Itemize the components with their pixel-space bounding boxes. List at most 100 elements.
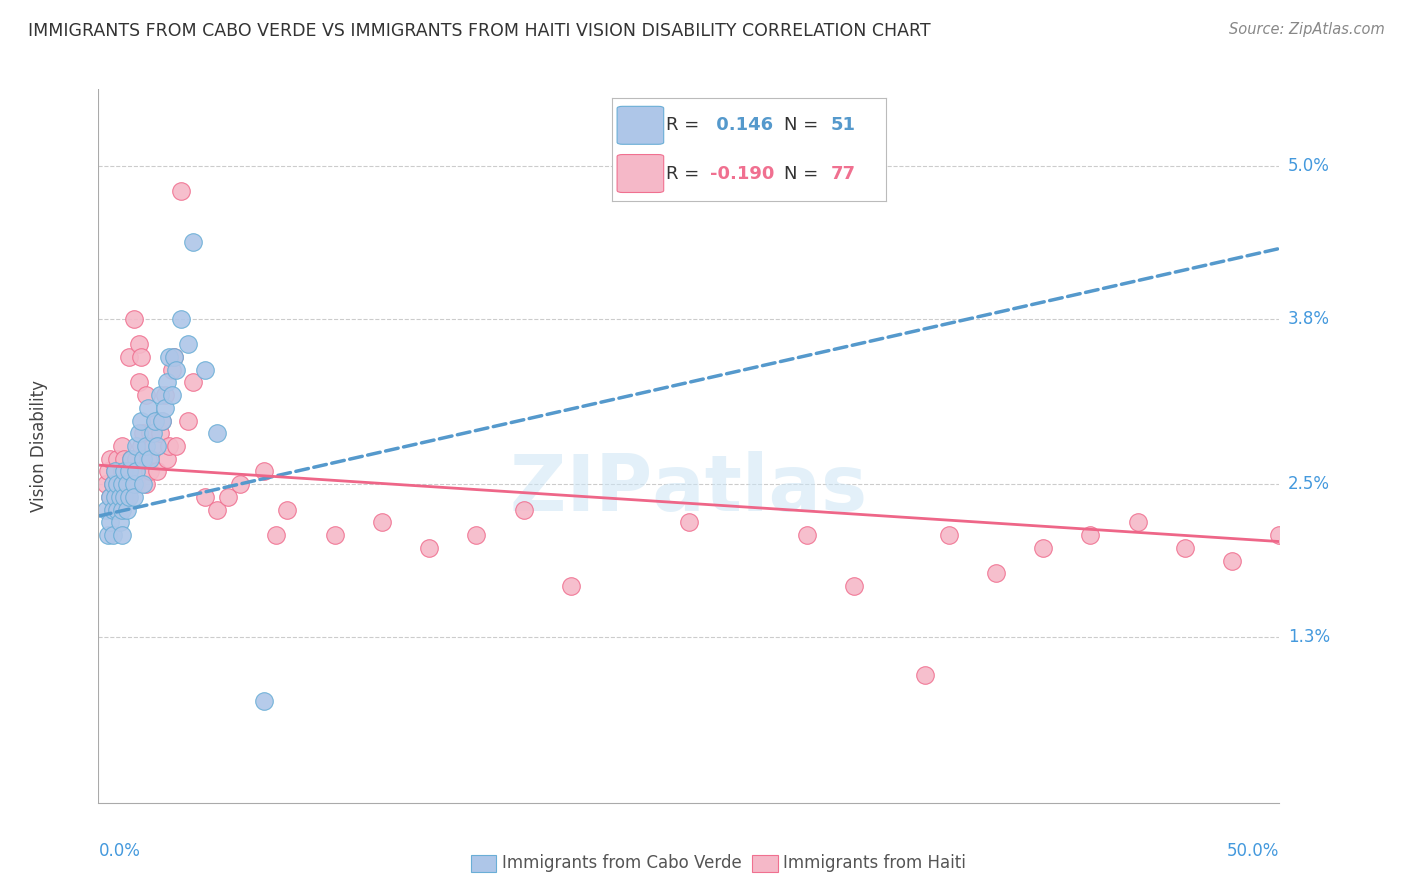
Point	[142, 426, 165, 441]
Point	[149, 388, 172, 402]
Text: IMMIGRANTS FROM CABO VERDE VS IMMIGRANTS FROM HAITI VISION DISABILITY CORRELATIO: IMMIGRANTS FROM CABO VERDE VS IMMIGRANTS…	[28, 22, 931, 40]
Text: 2.5%: 2.5%	[1288, 475, 1330, 493]
Text: R =: R =	[666, 164, 700, 183]
Point	[177, 413, 200, 427]
Point	[129, 350, 152, 364]
Text: N =: N =	[785, 116, 818, 135]
Point	[112, 465, 135, 479]
Text: 0.146: 0.146	[710, 116, 773, 135]
Point	[121, 451, 143, 466]
Point	[112, 451, 135, 466]
Point	[115, 465, 138, 479]
Point	[560, 579, 582, 593]
Point	[156, 376, 179, 390]
Point	[139, 451, 162, 466]
Point	[153, 388, 176, 402]
Point	[146, 465, 169, 479]
Point	[142, 439, 165, 453]
Point	[146, 439, 169, 453]
Point	[512, 502, 534, 516]
Point	[101, 528, 124, 542]
Text: 1.3%: 1.3%	[1288, 628, 1330, 646]
Point	[97, 528, 120, 542]
Point	[143, 413, 166, 427]
Point	[1080, 528, 1102, 542]
Point	[111, 528, 134, 542]
Point	[150, 413, 173, 427]
Point	[160, 362, 183, 376]
Point	[205, 502, 228, 516]
Point	[118, 465, 141, 479]
Point	[122, 490, 145, 504]
Point	[170, 184, 193, 198]
Text: 77: 77	[831, 164, 856, 183]
Point	[129, 439, 152, 453]
Text: Immigrants from Haiti: Immigrants from Haiti	[783, 855, 966, 872]
Point	[177, 337, 200, 351]
Point	[276, 502, 298, 516]
Point	[94, 477, 117, 491]
Point	[115, 490, 138, 504]
Point	[165, 362, 187, 376]
Point	[1032, 541, 1054, 555]
Point	[163, 350, 186, 364]
Point	[112, 477, 135, 491]
Point	[165, 439, 187, 453]
Point	[101, 477, 124, 491]
Point	[153, 401, 176, 415]
Text: R =: R =	[666, 116, 700, 135]
Point	[118, 350, 141, 364]
Point	[465, 528, 488, 542]
Point	[678, 516, 700, 530]
Text: Source: ZipAtlas.com: Source: ZipAtlas.com	[1229, 22, 1385, 37]
Point	[253, 694, 276, 708]
Point	[139, 465, 162, 479]
Point	[1126, 516, 1149, 530]
Point	[143, 413, 166, 427]
Point	[181, 235, 204, 249]
Point	[128, 337, 150, 351]
Point	[132, 465, 155, 479]
Text: 0.0%: 0.0%	[98, 842, 141, 860]
Text: 5.0%: 5.0%	[1288, 157, 1330, 175]
Point	[1174, 541, 1197, 555]
Point	[135, 388, 157, 402]
Text: ZIP​atlas: ZIP​atlas	[510, 450, 868, 527]
Point	[108, 477, 131, 491]
Point	[149, 426, 172, 441]
Point	[112, 490, 135, 504]
Point	[139, 426, 162, 441]
Point	[104, 490, 127, 504]
Point	[371, 516, 394, 530]
Point	[118, 490, 141, 504]
Point	[104, 465, 127, 479]
Text: N =: N =	[785, 164, 818, 183]
Point	[111, 502, 134, 516]
Point	[194, 490, 217, 504]
Point	[128, 426, 150, 441]
Point	[108, 490, 131, 504]
Point	[984, 566, 1007, 581]
Point	[122, 465, 145, 479]
Point	[118, 477, 141, 491]
Point	[157, 439, 180, 453]
FancyBboxPatch shape	[617, 154, 664, 193]
Point	[132, 426, 155, 441]
Point	[844, 579, 866, 593]
Point	[101, 502, 124, 516]
Point	[111, 465, 134, 479]
FancyBboxPatch shape	[617, 106, 664, 145]
Point	[115, 502, 138, 516]
Point	[98, 451, 121, 466]
Point	[128, 376, 150, 390]
Point	[98, 490, 121, 504]
Point	[264, 528, 287, 542]
Point	[157, 350, 180, 364]
Point	[111, 490, 134, 504]
Point	[105, 477, 128, 491]
Point	[122, 477, 145, 491]
Point	[150, 413, 173, 427]
Point	[101, 502, 124, 516]
Point	[253, 465, 276, 479]
Point	[170, 311, 193, 326]
